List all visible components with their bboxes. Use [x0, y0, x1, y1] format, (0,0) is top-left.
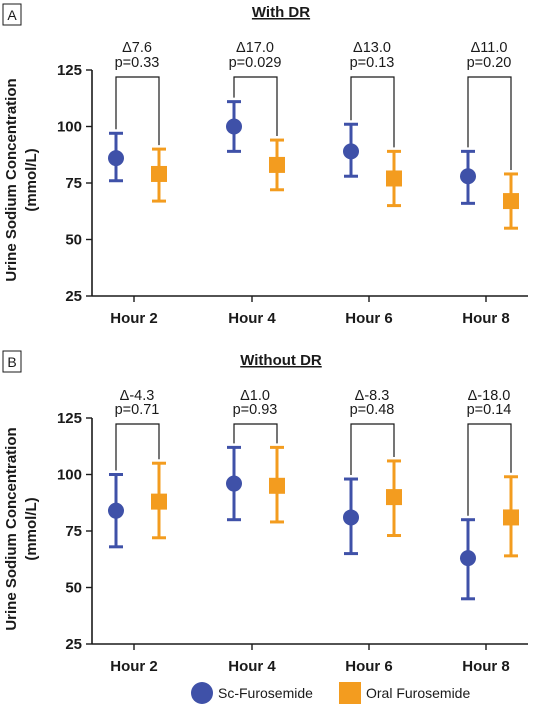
panel-b-delta-label: Δ-8.3 [355, 388, 390, 404]
panel-a-delta-label: Δ7.6 [122, 40, 152, 56]
panel-b-significance-bracket [233, 423, 278, 444]
panel-b-ytick-label: 100 [57, 467, 82, 484]
panel-b-category-label: Hour 4 [228, 658, 276, 675]
panel-b-p-value-label: p=0.14 [467, 402, 512, 418]
panel-a-delta-label: Δ11.0 [471, 40, 508, 56]
legend-oral-marker [339, 682, 361, 704]
panel-b-oral-point [269, 477, 285, 494]
panel-a-title: With DR [252, 4, 310, 21]
panel-a-p-value-label: p=0.13 [350, 55, 395, 71]
panel-a-ytick-label: 25 [65, 288, 82, 305]
panel-b-sc-point [226, 475, 242, 492]
panel-a-p-value-label: p=0.33 [115, 55, 160, 71]
panel-a-ytick-label: 100 [57, 119, 82, 136]
panel-a-oral-point [503, 193, 519, 210]
panel-b-significance-bracket [115, 423, 160, 471]
panel-b-title: Without DR [240, 352, 322, 369]
panel-a-ylabel-line2: (mmol/L) [23, 148, 40, 211]
panel-a-p-value-label: p=0.029 [229, 55, 282, 71]
panel-a-letter: A [7, 7, 17, 23]
panel-b-ytick-label: 50 [65, 580, 82, 597]
panel-b-sc-point [108, 502, 124, 519]
legend-sc-label: Sc-Furosemide [218, 685, 313, 701]
panel-b-sc-point [343, 509, 359, 526]
panel-b-delta-label: Δ1.0 [240, 388, 270, 404]
panel-b-ylabel-line2: (mmol/L) [23, 497, 40, 560]
panel-a-category-label: Hour 8 [462, 310, 510, 327]
panel-b-ytick-label: 75 [65, 523, 82, 540]
panel-a-delta-label: Δ13.0 [353, 40, 391, 56]
panel-a-p-value-label: p=0.20 [467, 55, 512, 71]
panel-a-oral-point [151, 165, 167, 182]
panel-a-plot: 25 50 75 100 125 Hour 2 Hour 4 Hour 6 Hour 8 Δ7.6… [57, 40, 519, 327]
panel-b-category-label: Hour 2 [110, 658, 158, 675]
panel-b-oral-point [503, 509, 519, 526]
panel-a-significance-bracket [233, 76, 278, 137]
panel-b-delta-label: Δ-18.0 [468, 388, 511, 404]
panel-b-significance-bracket [350, 423, 395, 476]
panel-b-significance-bracket [467, 423, 512, 516]
panel-a-significance-bracket [115, 76, 160, 146]
panel-a-significance-bracket [350, 76, 395, 148]
panel-b-oral-point [151, 493, 167, 510]
panel-b-plot: 25 50 75 100 125 Hour 2 Hour 4 Hour 6 Hour 8 Δ-4.… [57, 388, 519, 675]
panel-a-oral-point [386, 170, 402, 187]
panel-a-ytick-label: 50 [65, 232, 82, 249]
panel-a-category-label: Hour 6 [345, 310, 393, 327]
panel-a-ylabel-line1: Urine Sodium Concentration [3, 78, 20, 281]
panel-b: B Without DR Urine Sodium Concentration … [2, 350, 528, 675]
panel-a-letter-box [2, 3, 22, 26]
panel-a-sc-point [460, 168, 476, 185]
panel-b-ylabel-line1: Urine Sodium Concentration [3, 427, 20, 630]
legend-sc-marker [191, 682, 213, 704]
panel-b-sc-point [460, 550, 476, 567]
panel-b-letter-box [2, 350, 22, 373]
panel-b-letter: B [7, 354, 16, 370]
panel-b-p-value-label: p=0.93 [233, 402, 278, 418]
panel-b-category-label: Hour 8 [462, 658, 510, 675]
panel-a-sc-point [226, 118, 242, 135]
panel-a-delta-label: Δ17.0 [236, 40, 274, 56]
panel-a-ytick-label: 125 [57, 62, 82, 79]
panel-b-delta-label: Δ-4.3 [120, 388, 155, 404]
panel-b-ytick-label: 125 [57, 410, 82, 427]
panel-b-p-value-label: p=0.48 [350, 402, 395, 418]
panel-a-category-label: Hour 2 [110, 310, 158, 327]
panel-b-oral-point [386, 489, 402, 506]
panel-a-significance-bracket [467, 76, 512, 170]
panel-b-category-label: Hour 6 [345, 658, 393, 675]
panel-b-p-value-label: p=0.71 [115, 402, 160, 418]
legend: Sc-Furosemide Oral Furosemide [191, 682, 470, 704]
panel-a: A With DR Urine Sodium Concentration (mm… [2, 3, 528, 327]
panel-a-oral-point [269, 156, 285, 173]
panel-a-ytick-label: 75 [65, 175, 82, 192]
panel-b-ytick-label: 25 [65, 636, 82, 653]
panel-a-category-label: Hour 4 [228, 310, 276, 327]
panel-a-sc-point [343, 143, 359, 160]
panel-a-sc-point [108, 150, 124, 167]
legend-oral-label: Oral Furosemide [366, 685, 470, 701]
